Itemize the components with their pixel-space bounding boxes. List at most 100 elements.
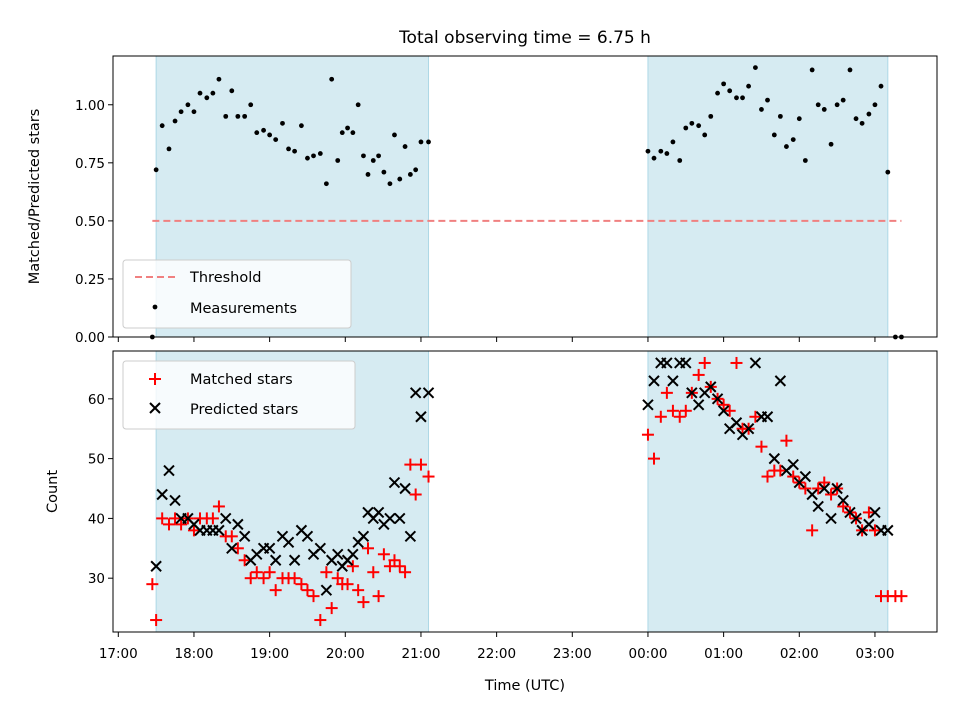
matched-star-point <box>295 578 308 591</box>
measurement-point <box>370 158 376 163</box>
x-tick-label: 18:00 <box>175 646 214 662</box>
measurement-point <box>355 102 361 108</box>
matched-star-point <box>150 614 163 627</box>
matched-star-point <box>238 554 251 567</box>
matched-star-point <box>367 566 380 579</box>
matched-star-point <box>399 566 412 579</box>
measurement-point <box>248 102 254 108</box>
x-tick-label: 02:00 <box>780 646 819 662</box>
y-tick-label: 50 <box>88 452 105 468</box>
predicted-star-point <box>812 500 824 513</box>
measurement-point <box>387 181 393 187</box>
matched-star-point <box>799 482 812 495</box>
predicted-star-point <box>169 494 181 507</box>
x-tick-label: 01:00 <box>704 646 743 662</box>
measurement-point <box>645 148 651 154</box>
measurement-point <box>702 132 708 138</box>
matched-star-point <box>812 482 825 495</box>
matched-star-point <box>761 470 774 483</box>
x-tick-label: 17:00 <box>99 646 138 662</box>
measurement-point <box>796 116 802 122</box>
predicted-star-point <box>220 512 232 525</box>
matched-star-point <box>250 566 263 579</box>
measurement-point <box>815 102 821 108</box>
y-tick-label: 30 <box>88 571 105 587</box>
measurement-point <box>172 118 178 124</box>
matched-star-point <box>717 398 730 411</box>
predicted-star-point <box>749 357 762 369</box>
measurement-point <box>802 158 808 163</box>
measurement-point <box>664 151 670 156</box>
matched-star-point <box>641 428 654 441</box>
measurement-point <box>727 88 733 94</box>
observing-interval-1 <box>647 350 889 633</box>
measurement-point <box>204 95 210 101</box>
measurement-point <box>651 155 657 161</box>
matched-star-point <box>648 452 661 465</box>
measurement-point <box>242 113 248 119</box>
measurement-point <box>350 130 356 136</box>
matched-star-point <box>146 578 159 591</box>
predicted-legend-swatch <box>149 402 161 414</box>
predicted-star-point <box>347 548 359 560</box>
measurement-point <box>402 144 408 149</box>
measurement-point <box>834 102 840 108</box>
matched-star-point <box>169 512 182 525</box>
matched-star-point <box>206 512 219 525</box>
predicted-legend-label: Predicted stars <box>190 402 298 418</box>
measurement-point <box>345 125 350 131</box>
matched-star-point <box>895 590 908 603</box>
measurement-point <box>407 172 413 177</box>
measurement-point <box>216 76 222 82</box>
matched-star-point <box>730 356 743 369</box>
y-tick-label: 60 <box>88 392 105 408</box>
matched-star-point <box>404 458 417 471</box>
bottom-plot-frame <box>112 350 938 633</box>
matched-star-point <box>692 368 705 381</box>
measurement-point <box>784 144 789 149</box>
top-legend: Threshold Measurements <box>122 259 352 329</box>
matched-star-point <box>837 500 850 513</box>
predicted-star-point <box>422 387 435 399</box>
predicted-star-point <box>806 488 818 501</box>
matched-star-point <box>357 596 370 609</box>
matched-star-point <box>314 614 327 627</box>
x-tick-label: 00:00 <box>629 646 668 662</box>
matched-star-point <box>818 476 831 489</box>
y-tick-label: 40 <box>88 511 105 527</box>
predicted-star-point <box>850 512 862 525</box>
predicted-star-point <box>388 476 401 489</box>
measurement-point <box>872 102 878 108</box>
measurement-point <box>317 151 323 156</box>
measurement-point <box>392 132 397 138</box>
measurement-point <box>153 167 159 173</box>
predicted-star-point <box>761 411 774 423</box>
predicted-star-point <box>717 405 730 417</box>
measurement-point <box>267 132 273 138</box>
matched-star-point <box>393 560 406 573</box>
predicted-star-point <box>384 512 396 525</box>
predicted-star-point <box>357 530 370 543</box>
matched-star-point <box>257 572 270 585</box>
measurement-point <box>859 120 865 126</box>
matched-star-point <box>409 488 422 501</box>
measurement-point <box>696 123 702 129</box>
measurement-point <box>809 67 815 73</box>
x-tick-label: 22:00 <box>477 646 516 662</box>
bottom-y-axis-label: Count <box>45 470 61 513</box>
matched-star-point <box>723 404 736 417</box>
matched-legend-swatch <box>149 373 161 385</box>
predicted-star-point <box>711 393 724 405</box>
matched-star-point <box>225 530 238 543</box>
top-y-ticks: 0.00 0.25 0.50 0.75 1.00 <box>75 98 113 346</box>
matched-star-point <box>212 500 225 513</box>
predicted-star-point <box>831 482 843 495</box>
measurement-point <box>305 155 310 161</box>
measurements-legend-swatch <box>152 304 158 310</box>
predicted-star-point <box>642 399 654 411</box>
matched-star-point <box>288 572 301 585</box>
matched-star-point <box>414 458 427 471</box>
measurement-point <box>361 153 366 159</box>
predicted-star-point <box>863 518 875 531</box>
measurement-point <box>229 88 235 94</box>
